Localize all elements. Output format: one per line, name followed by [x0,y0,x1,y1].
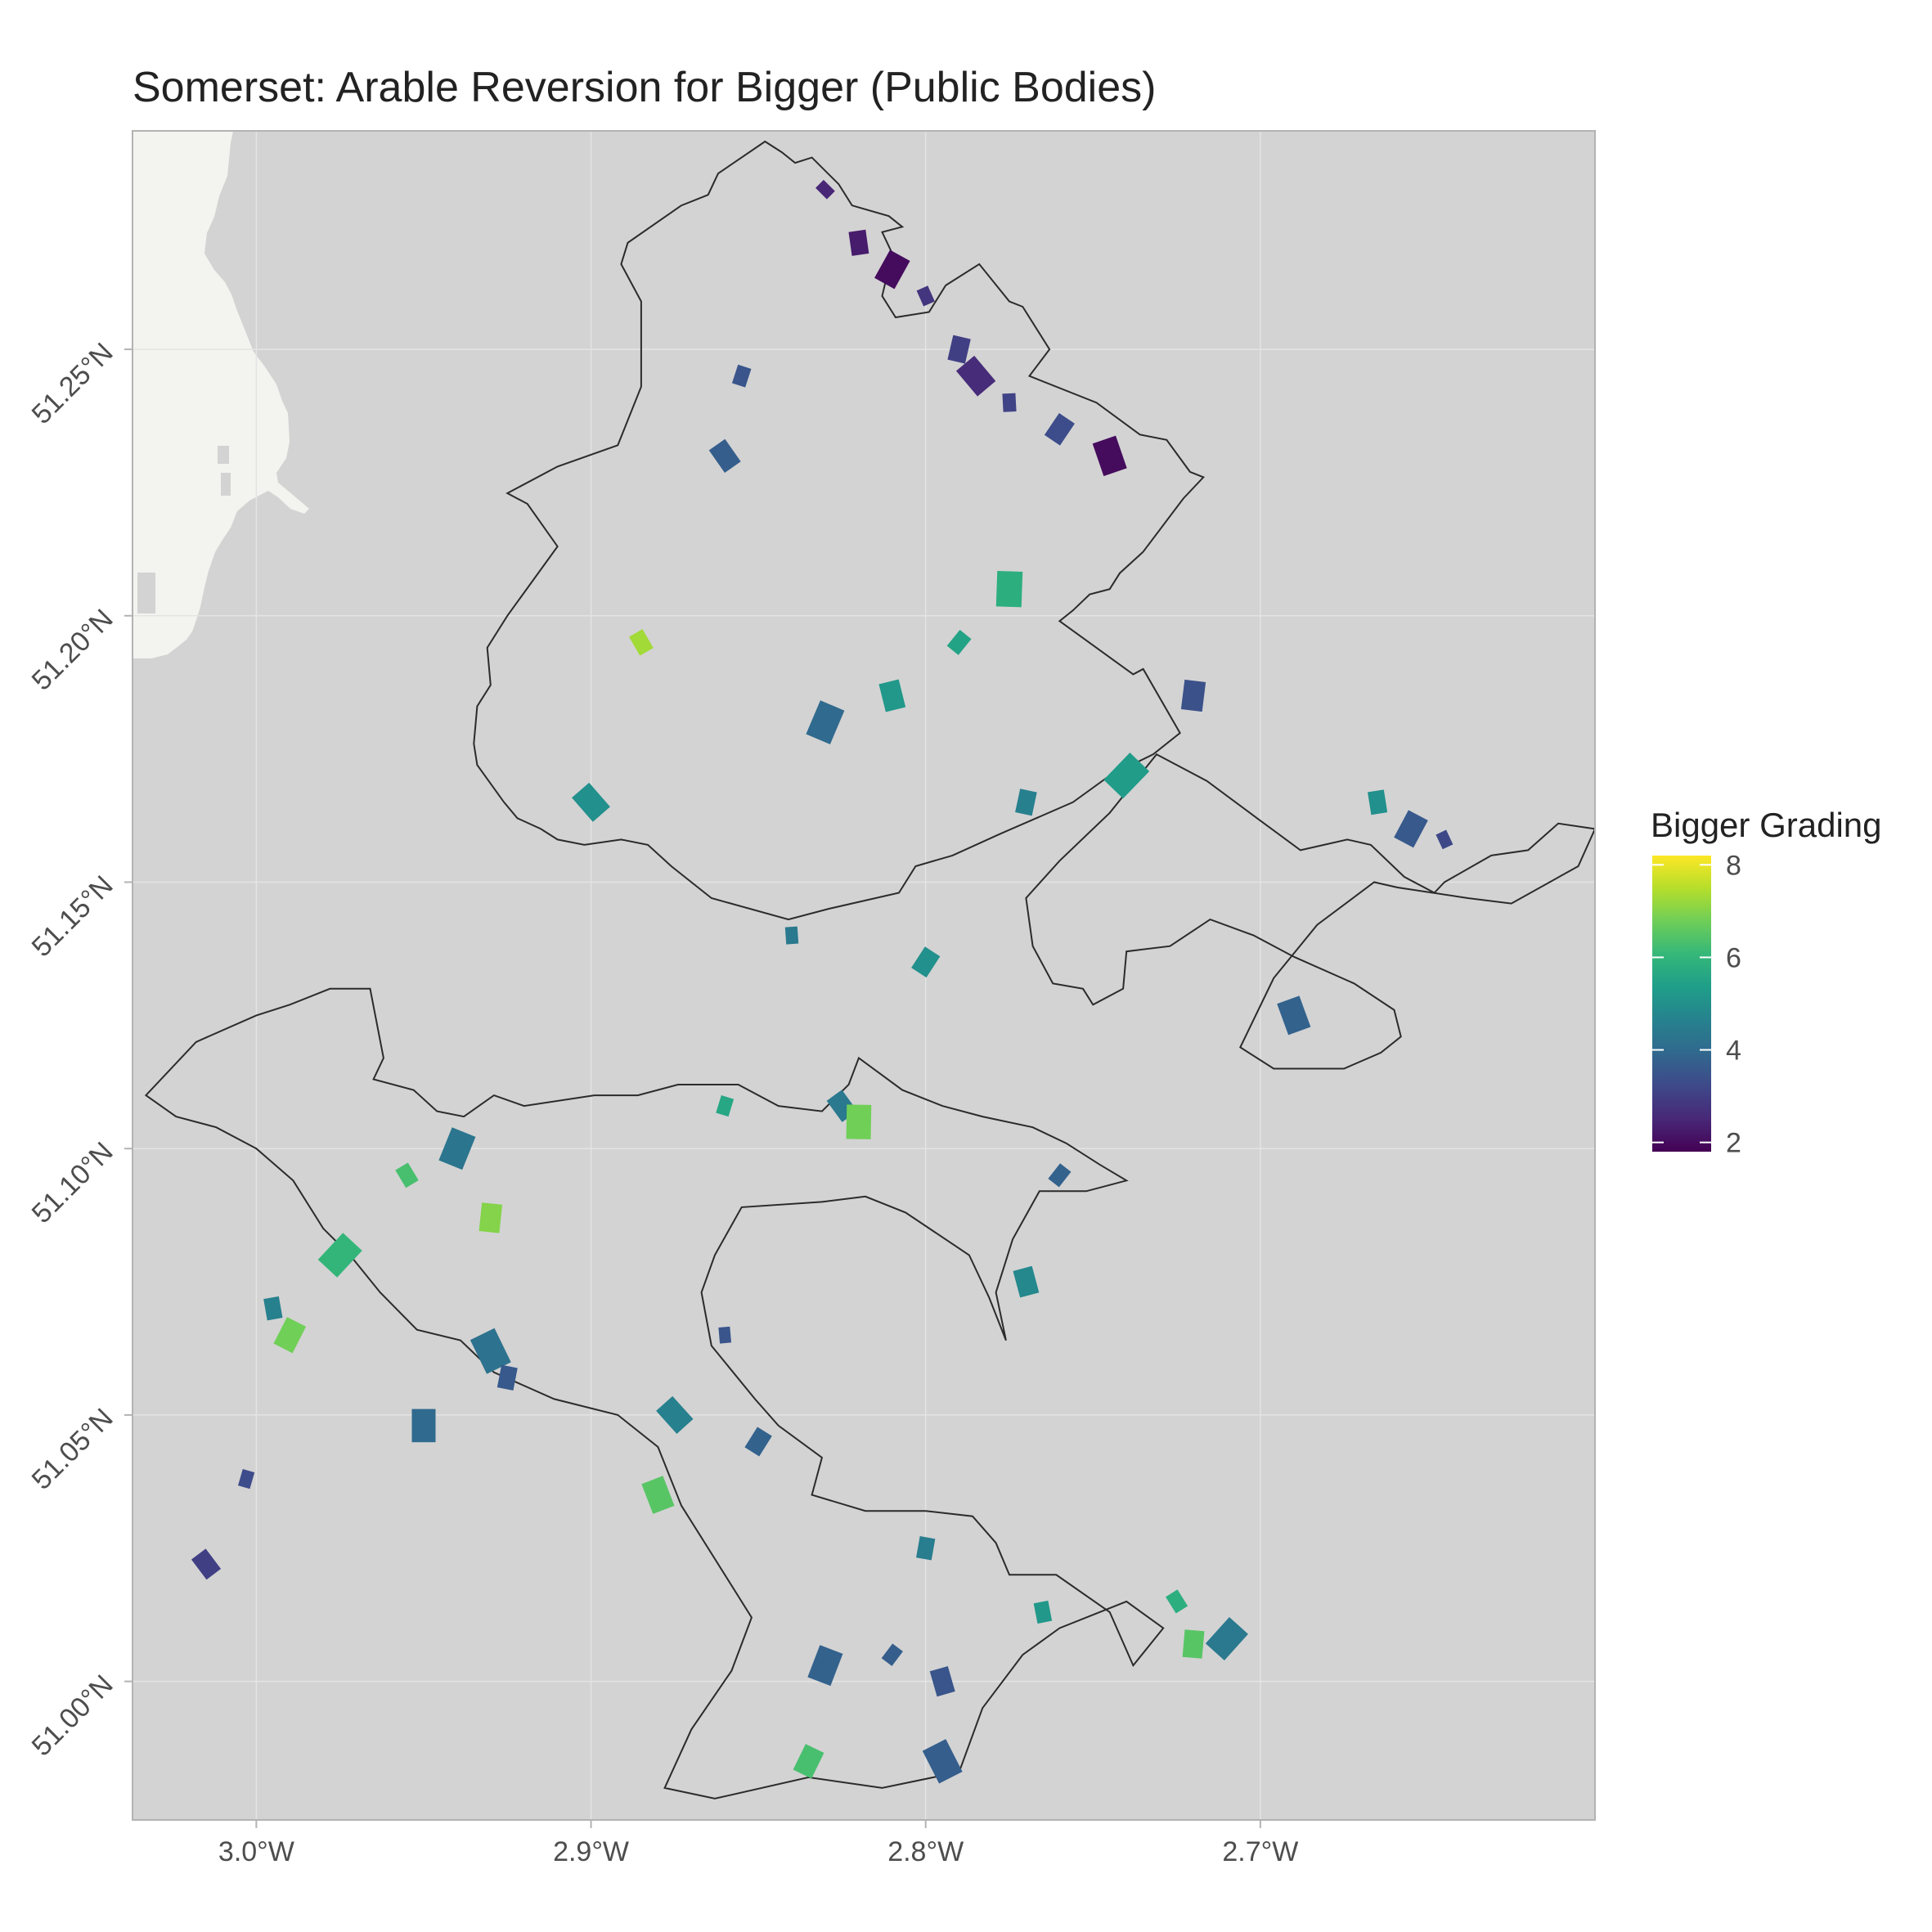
parcel [1394,810,1428,848]
parcel [237,1468,255,1489]
parcel [1180,679,1206,712]
parcel [479,1202,503,1233]
parcel [784,926,799,945]
parcel [731,364,752,388]
legend-tick-label: 2 [1726,1128,1741,1159]
parcel [656,1395,694,1434]
x-tick-label: 2.7°W [1222,1836,1298,1867]
parcel [793,1744,824,1779]
parcel [1436,829,1453,850]
parcel [874,249,910,290]
panel-border [132,130,1596,1821]
parcel [470,1328,511,1374]
parcel [815,179,835,200]
parcel [1044,413,1075,446]
parcel [846,1104,872,1139]
parcel [1013,1265,1040,1298]
parcel [1092,435,1127,477]
x-tick-label: 2.8°W [887,1836,964,1867]
parcel [641,1476,675,1514]
parcel [929,1665,955,1697]
parcel [1033,1600,1053,1624]
legend-tick-label: 8 [1726,850,1741,881]
sea-island [221,473,231,496]
parcel [916,1536,936,1561]
parcel [438,1127,476,1170]
legend-tick-label: 4 [1726,1036,1741,1067]
legend-title: Bigger Grading [1651,806,1882,844]
sea-island [218,446,229,464]
parcel [848,229,869,256]
parcel [807,1645,843,1687]
arable-parcels [191,179,1453,1784]
parcel [317,1233,362,1278]
parcel [911,946,941,978]
sea-island [137,573,155,613]
x-tick-label: 3.0°W [218,1836,294,1867]
parcel [1166,1589,1188,1614]
parcel [1277,995,1311,1036]
parcel [718,1326,732,1344]
parcel [1368,789,1388,815]
parcel [1103,753,1150,799]
boundary-north [473,140,1206,921]
parcel [947,335,971,364]
parcel [1048,1163,1072,1188]
boundary-east [1025,753,1595,1070]
parcel [744,1427,772,1457]
legend-colorbar [1652,856,1711,1152]
parcel [191,1548,222,1580]
parcel [1015,789,1037,816]
parcel [806,700,845,744]
parcel [263,1296,283,1321]
parcel [496,1364,518,1391]
parcel [1182,1629,1205,1659]
parcel [878,679,906,712]
parcel [572,782,610,822]
panel-background [133,131,1595,1820]
parcel [395,1162,419,1188]
parcel [708,438,741,474]
parcel [995,570,1023,608]
parcel [629,629,654,656]
color-legend: Bigger Grading 2 4 6 8 [1651,806,1882,1159]
sea-area [133,131,309,658]
legend-tick-label: 6 [1726,942,1741,973]
x-axis: 3.0°W 2.9°W 2.8°W 2.7°W [218,1820,1298,1867]
x-tick-label: 2.9°W [553,1836,629,1867]
parcel [716,1095,735,1117]
parcel [1002,393,1017,412]
parcel [881,1643,903,1666]
gridlines [133,131,1595,1820]
parcel [955,355,996,397]
parcel [916,285,935,307]
chart-title: Somerset: Arable Reversion for Bigger (P… [133,64,1156,111]
parcel [411,1409,436,1443]
parcel [273,1317,307,1354]
parcel [922,1739,963,1784]
parcel [1205,1617,1248,1660]
legend-ticks: 2 4 6 8 [1652,850,1741,1159]
map-panel [132,130,1596,1821]
parcel [946,629,972,655]
